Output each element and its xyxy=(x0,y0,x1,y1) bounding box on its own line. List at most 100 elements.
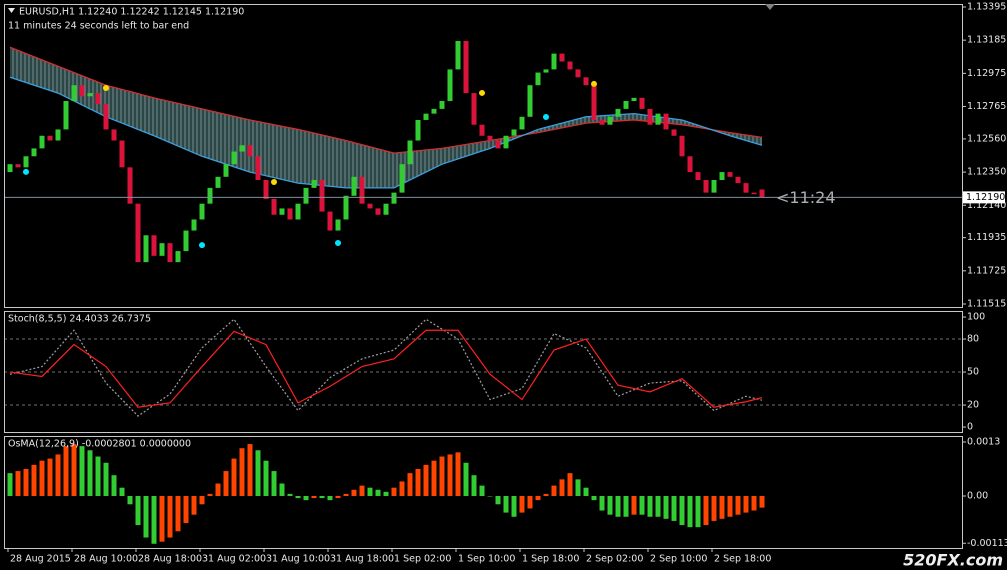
bid-label: 1.12190 xyxy=(966,192,1005,203)
osma-bar xyxy=(47,458,53,496)
osma-bar xyxy=(447,454,453,496)
osma-bar xyxy=(439,456,445,496)
y-tick-label: 80 xyxy=(967,334,979,345)
candle xyxy=(415,119,421,141)
y-tick-label: 1.13395 xyxy=(967,2,1006,13)
candle xyxy=(591,85,597,120)
y-tick-label: 1.12560 xyxy=(967,133,1006,144)
osma-bar xyxy=(759,495,765,508)
candle xyxy=(383,203,389,215)
osma-bar xyxy=(311,495,317,499)
osma-bar xyxy=(407,473,413,496)
osma-bar xyxy=(751,495,757,511)
osma-bar xyxy=(295,495,301,499)
osma-bar xyxy=(463,462,469,496)
osma-bar xyxy=(143,495,149,538)
osma-bar xyxy=(527,495,533,509)
y-tick-label: 50 xyxy=(967,367,979,378)
candle xyxy=(543,69,549,73)
osma-bar xyxy=(247,444,253,496)
candle xyxy=(199,203,205,220)
signal-dot xyxy=(199,242,205,249)
candle xyxy=(231,151,237,165)
candle xyxy=(567,61,573,70)
candle xyxy=(671,129,677,136)
osma-bar xyxy=(455,452,461,496)
osma-bar xyxy=(743,495,749,513)
osma-bar xyxy=(383,491,389,496)
candle xyxy=(255,156,261,180)
x-tick-label: 1 Sep 10:00 xyxy=(458,554,515,565)
candle xyxy=(607,116,613,125)
candle xyxy=(639,97,645,109)
candle xyxy=(407,140,413,165)
candle xyxy=(127,167,133,204)
candle xyxy=(511,129,517,136)
osma-bar xyxy=(415,468,421,496)
y-tick-label: 1.12350 xyxy=(967,167,1006,178)
osma-bar xyxy=(623,495,629,517)
y-tick-label: 0.0013 xyxy=(967,436,1000,447)
candle xyxy=(23,156,29,168)
x-tick-label: 28 Aug 2015 xyxy=(10,554,71,565)
x-tick-label: 31 Aug 10:00 xyxy=(266,554,330,565)
osma-bar xyxy=(111,475,117,496)
candle xyxy=(39,135,45,149)
osma-bar xyxy=(479,485,485,496)
osma-bar xyxy=(359,485,365,496)
osma-bar xyxy=(519,495,525,513)
candle xyxy=(167,243,173,263)
osma-bar xyxy=(7,473,13,496)
candle xyxy=(487,135,493,141)
osma-bar xyxy=(23,468,29,496)
layers: 1.13395 1.13185 1.12975 1.12765 1.12560 1.123… xyxy=(4,2,1007,565)
osma-bar xyxy=(575,479,581,496)
y-tick-label: 100 xyxy=(967,312,985,323)
osma-bar xyxy=(583,487,589,496)
symbol-menu-arrow[interactable] xyxy=(8,8,15,13)
osma-bar xyxy=(599,495,605,511)
osma-title: OsMA(12,26,9) -0.0002801 0.0000000 xyxy=(8,439,191,450)
candle xyxy=(711,179,717,193)
candle xyxy=(519,116,525,130)
bar-countdown: <11:24 xyxy=(776,188,836,207)
osma-bar xyxy=(487,495,493,497)
signal-dot xyxy=(335,240,341,247)
x-tick-label: 2 Sep 10:00 xyxy=(650,554,707,565)
candle xyxy=(479,124,485,136)
osma-bar xyxy=(151,495,157,544)
osma-bar xyxy=(351,489,357,496)
osma-bar xyxy=(71,444,77,496)
x-tick-label: 2 Sep 02:00 xyxy=(586,554,643,565)
candle xyxy=(447,69,453,101)
osma-bar xyxy=(135,495,141,526)
y-tick-label: -0.001138 xyxy=(967,538,1007,549)
candle xyxy=(295,203,301,220)
osma-bar xyxy=(551,485,557,496)
candle xyxy=(7,164,13,173)
x-tick-label: 28 Aug 10:00 xyxy=(74,554,138,565)
candle xyxy=(375,208,381,215)
x-tick-label: 28 Aug 18:00 xyxy=(138,554,202,565)
candle xyxy=(47,135,53,141)
candle xyxy=(263,179,269,199)
candle xyxy=(343,195,349,220)
stoch-title: Stoch(8,5,5) 24.4033 26.7375 xyxy=(8,314,151,325)
osma-bar xyxy=(31,464,37,496)
osma-bar xyxy=(735,495,741,515)
osma-bar xyxy=(271,471,277,496)
shift-marker xyxy=(765,4,775,10)
osma-bar xyxy=(615,495,621,517)
candle xyxy=(279,208,285,215)
y-tick-label: 1.11515 xyxy=(967,298,1006,309)
signal-dot xyxy=(591,80,597,87)
osma-bar xyxy=(639,495,645,515)
candle xyxy=(31,148,37,157)
osma-bar xyxy=(687,495,693,528)
osma-bar xyxy=(503,495,509,513)
candle xyxy=(223,164,229,177)
osma-bar xyxy=(647,495,653,517)
candle xyxy=(423,113,429,120)
